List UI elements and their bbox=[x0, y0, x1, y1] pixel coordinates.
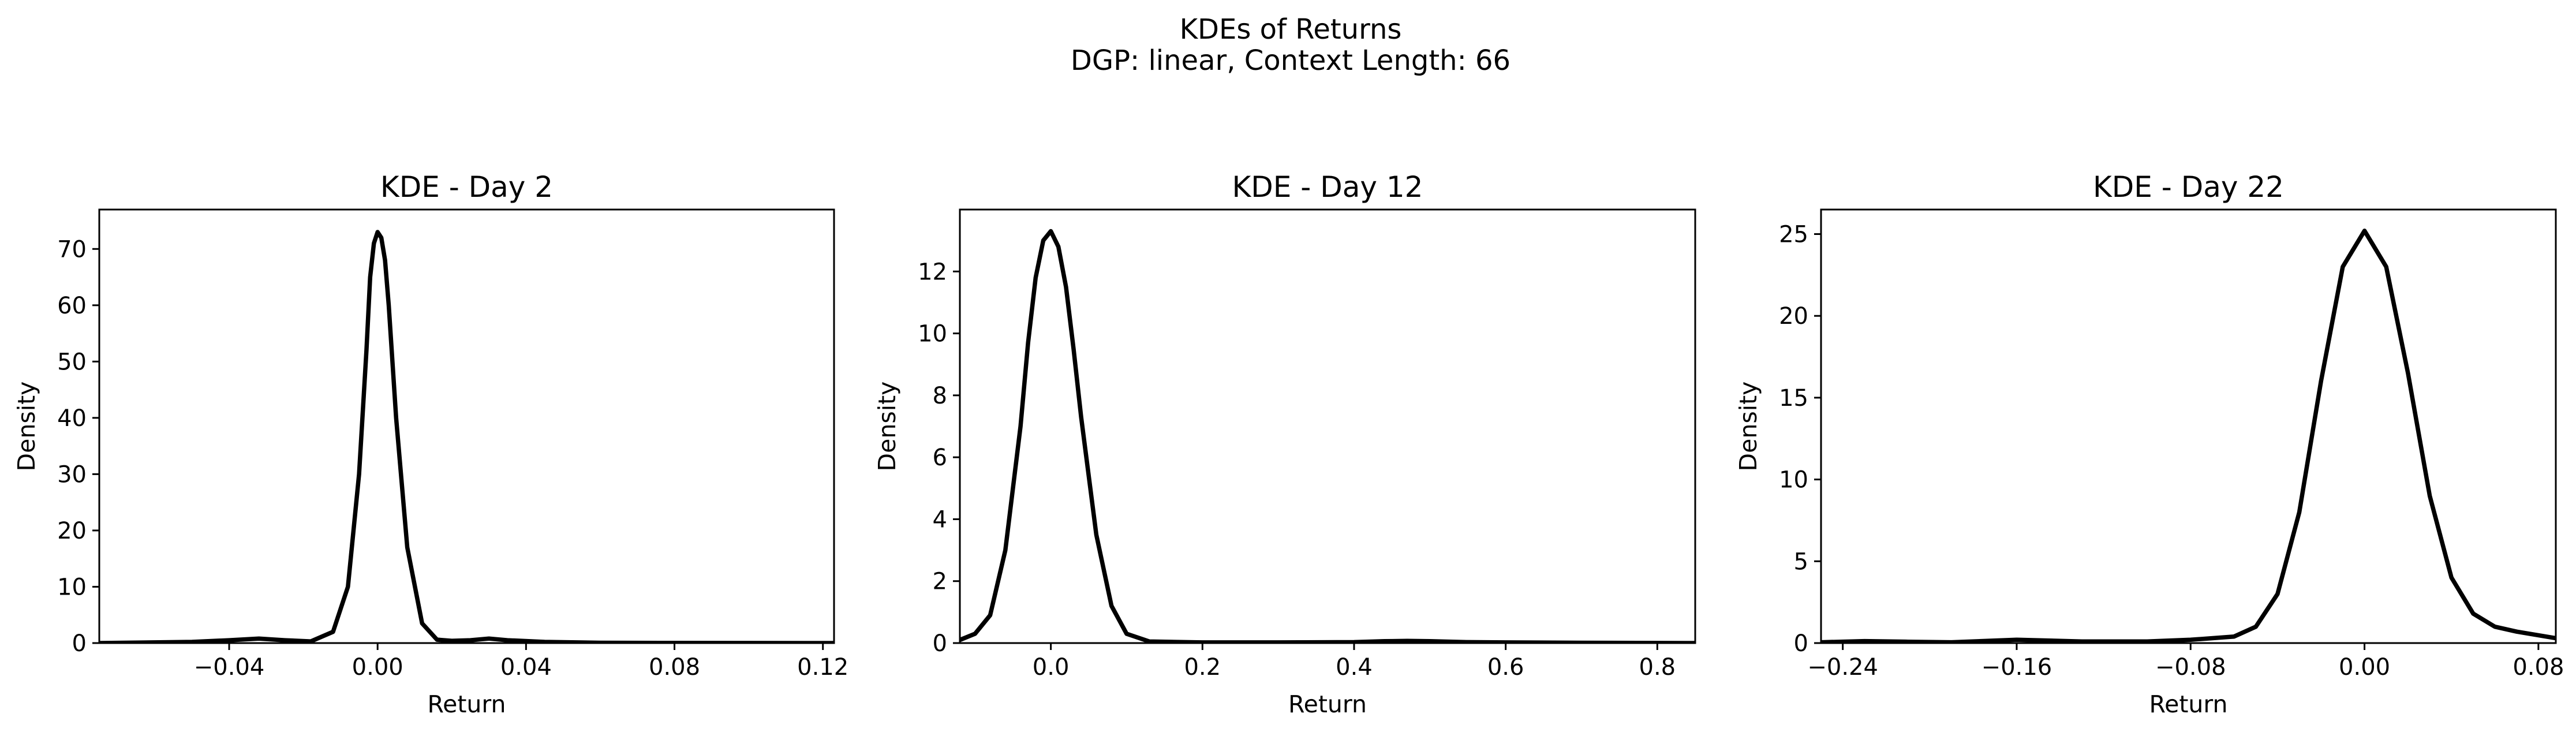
x-tick-label: 0.08 bbox=[2513, 654, 2564, 681]
y-axis-label: Density bbox=[1734, 382, 1762, 472]
plot-frame bbox=[1820, 208, 2557, 644]
y-axis-label: Density bbox=[873, 382, 901, 472]
y-tick-label: 60 bbox=[57, 293, 87, 319]
figure-subtitle: DGP: linear, Context Length: 66 bbox=[1071, 44, 1511, 77]
x-tick-label: 0.4 bbox=[1336, 654, 1373, 681]
figure-title: KDEs of Returns bbox=[1180, 13, 1402, 46]
y-axis-label: Density bbox=[13, 382, 40, 472]
x-tick-label: 0.8 bbox=[1639, 654, 1676, 681]
kde-curve bbox=[99, 230, 834, 643]
x-tick-label: −0.04 bbox=[194, 654, 265, 681]
x-axis-label: Return bbox=[1288, 690, 1367, 718]
y-tick-label: 0 bbox=[1794, 630, 1808, 657]
x-tick-label: −0.24 bbox=[1807, 654, 1878, 681]
y-tick-label: 0 bbox=[933, 630, 947, 657]
y-tick-label: 20 bbox=[1779, 303, 1808, 330]
y-tick-label: 10 bbox=[1779, 467, 1808, 494]
x-tick-label: 0.00 bbox=[352, 654, 403, 681]
kde-panel-3: −0.24 −0.16 −0.08 0.00 0.08 0 5 10 15 20 25 KDE - D… bbox=[1734, 170, 2564, 718]
subplot-title: KDE - Day 12 bbox=[1232, 170, 1423, 204]
y-tick-label: 12 bbox=[918, 259, 947, 285]
x-tick-label: 0.2 bbox=[1184, 654, 1221, 681]
y-tick-label: 10 bbox=[57, 574, 87, 600]
x-axis-label: Return bbox=[2149, 690, 2227, 718]
y-tick-label: 50 bbox=[57, 349, 87, 375]
kde-panel-1: −0.04 0.00 0.04 0.08 0.12 0 10 20 30 40 50 60 70 KDE … bbox=[13, 170, 848, 718]
x-tick-label: 0.6 bbox=[1487, 654, 1524, 681]
x-axis-label: Return bbox=[427, 690, 506, 718]
x-tick-label: 0.0 bbox=[1033, 654, 1070, 681]
y-tick-label: 6 bbox=[933, 444, 947, 471]
subplot-title: KDE - Day 22 bbox=[2093, 170, 2284, 204]
x-tick-label: 0.08 bbox=[649, 654, 700, 681]
x-tick-label: −0.16 bbox=[1981, 654, 2052, 681]
y-tick-label: 2 bbox=[933, 569, 947, 595]
subplot-title: KDE - Day 2 bbox=[380, 170, 553, 204]
plot-frame bbox=[98, 208, 835, 644]
y-tick-label: 5 bbox=[1794, 548, 1808, 575]
y-tick-label: 20 bbox=[57, 518, 87, 544]
y-tick-label: 30 bbox=[57, 461, 87, 488]
y-tick-label: 10 bbox=[918, 321, 947, 348]
x-tick-label: 0.12 bbox=[797, 654, 848, 681]
kde-curve bbox=[960, 229, 1695, 643]
y-tick-label: 0 bbox=[72, 630, 87, 657]
y-tick-label: 40 bbox=[57, 405, 87, 432]
y-tick-label: 15 bbox=[1779, 385, 1808, 412]
kde-panel-2: 0.0 0.2 0.4 0.6 0.8 0 2 4 6 8 10 12 KDE - Day 12 Retu… bbox=[873, 170, 1696, 718]
y-tick-label: 25 bbox=[1779, 222, 1808, 248]
plot-frame bbox=[959, 208, 1696, 644]
x-tick-label: −0.08 bbox=[2155, 654, 2226, 681]
y-tick-label: 4 bbox=[933, 506, 947, 533]
y-tick-label: 70 bbox=[57, 236, 87, 263]
x-tick-label: 0.00 bbox=[2339, 654, 2390, 681]
y-tick-label: 8 bbox=[933, 383, 947, 409]
kde-curve bbox=[1821, 229, 2556, 643]
x-tick-label: 0.04 bbox=[500, 654, 552, 681]
